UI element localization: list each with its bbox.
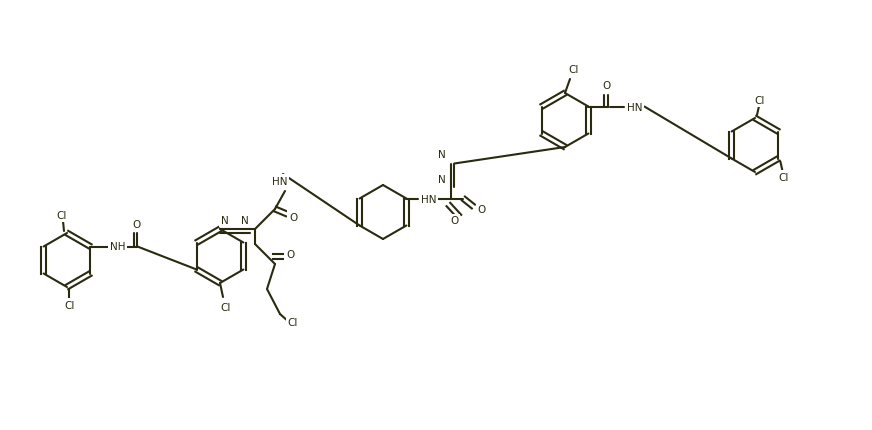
Text: HN: HN	[420, 194, 436, 204]
Text: HN: HN	[627, 102, 642, 112]
Text: O: O	[477, 204, 486, 214]
Text: N: N	[438, 174, 446, 184]
Text: O: O	[289, 212, 297, 222]
Text: O: O	[286, 249, 294, 259]
Text: Cl: Cl	[778, 172, 788, 182]
Text: O: O	[450, 216, 459, 226]
Text: Cl: Cl	[221, 302, 231, 312]
Text: Cl: Cl	[65, 300, 75, 310]
Text: O: O	[603, 80, 610, 90]
Text: N: N	[438, 149, 446, 159]
Text: N: N	[242, 215, 249, 225]
Text: Cl: Cl	[755, 96, 766, 106]
Text: O: O	[133, 220, 140, 230]
Text: NH: NH	[110, 242, 126, 252]
Text: HN: HN	[272, 177, 288, 187]
Text: Cl: Cl	[57, 211, 67, 221]
Text: Cl: Cl	[569, 65, 579, 75]
Text: N: N	[221, 215, 228, 225]
Text: Cl: Cl	[288, 317, 298, 327]
